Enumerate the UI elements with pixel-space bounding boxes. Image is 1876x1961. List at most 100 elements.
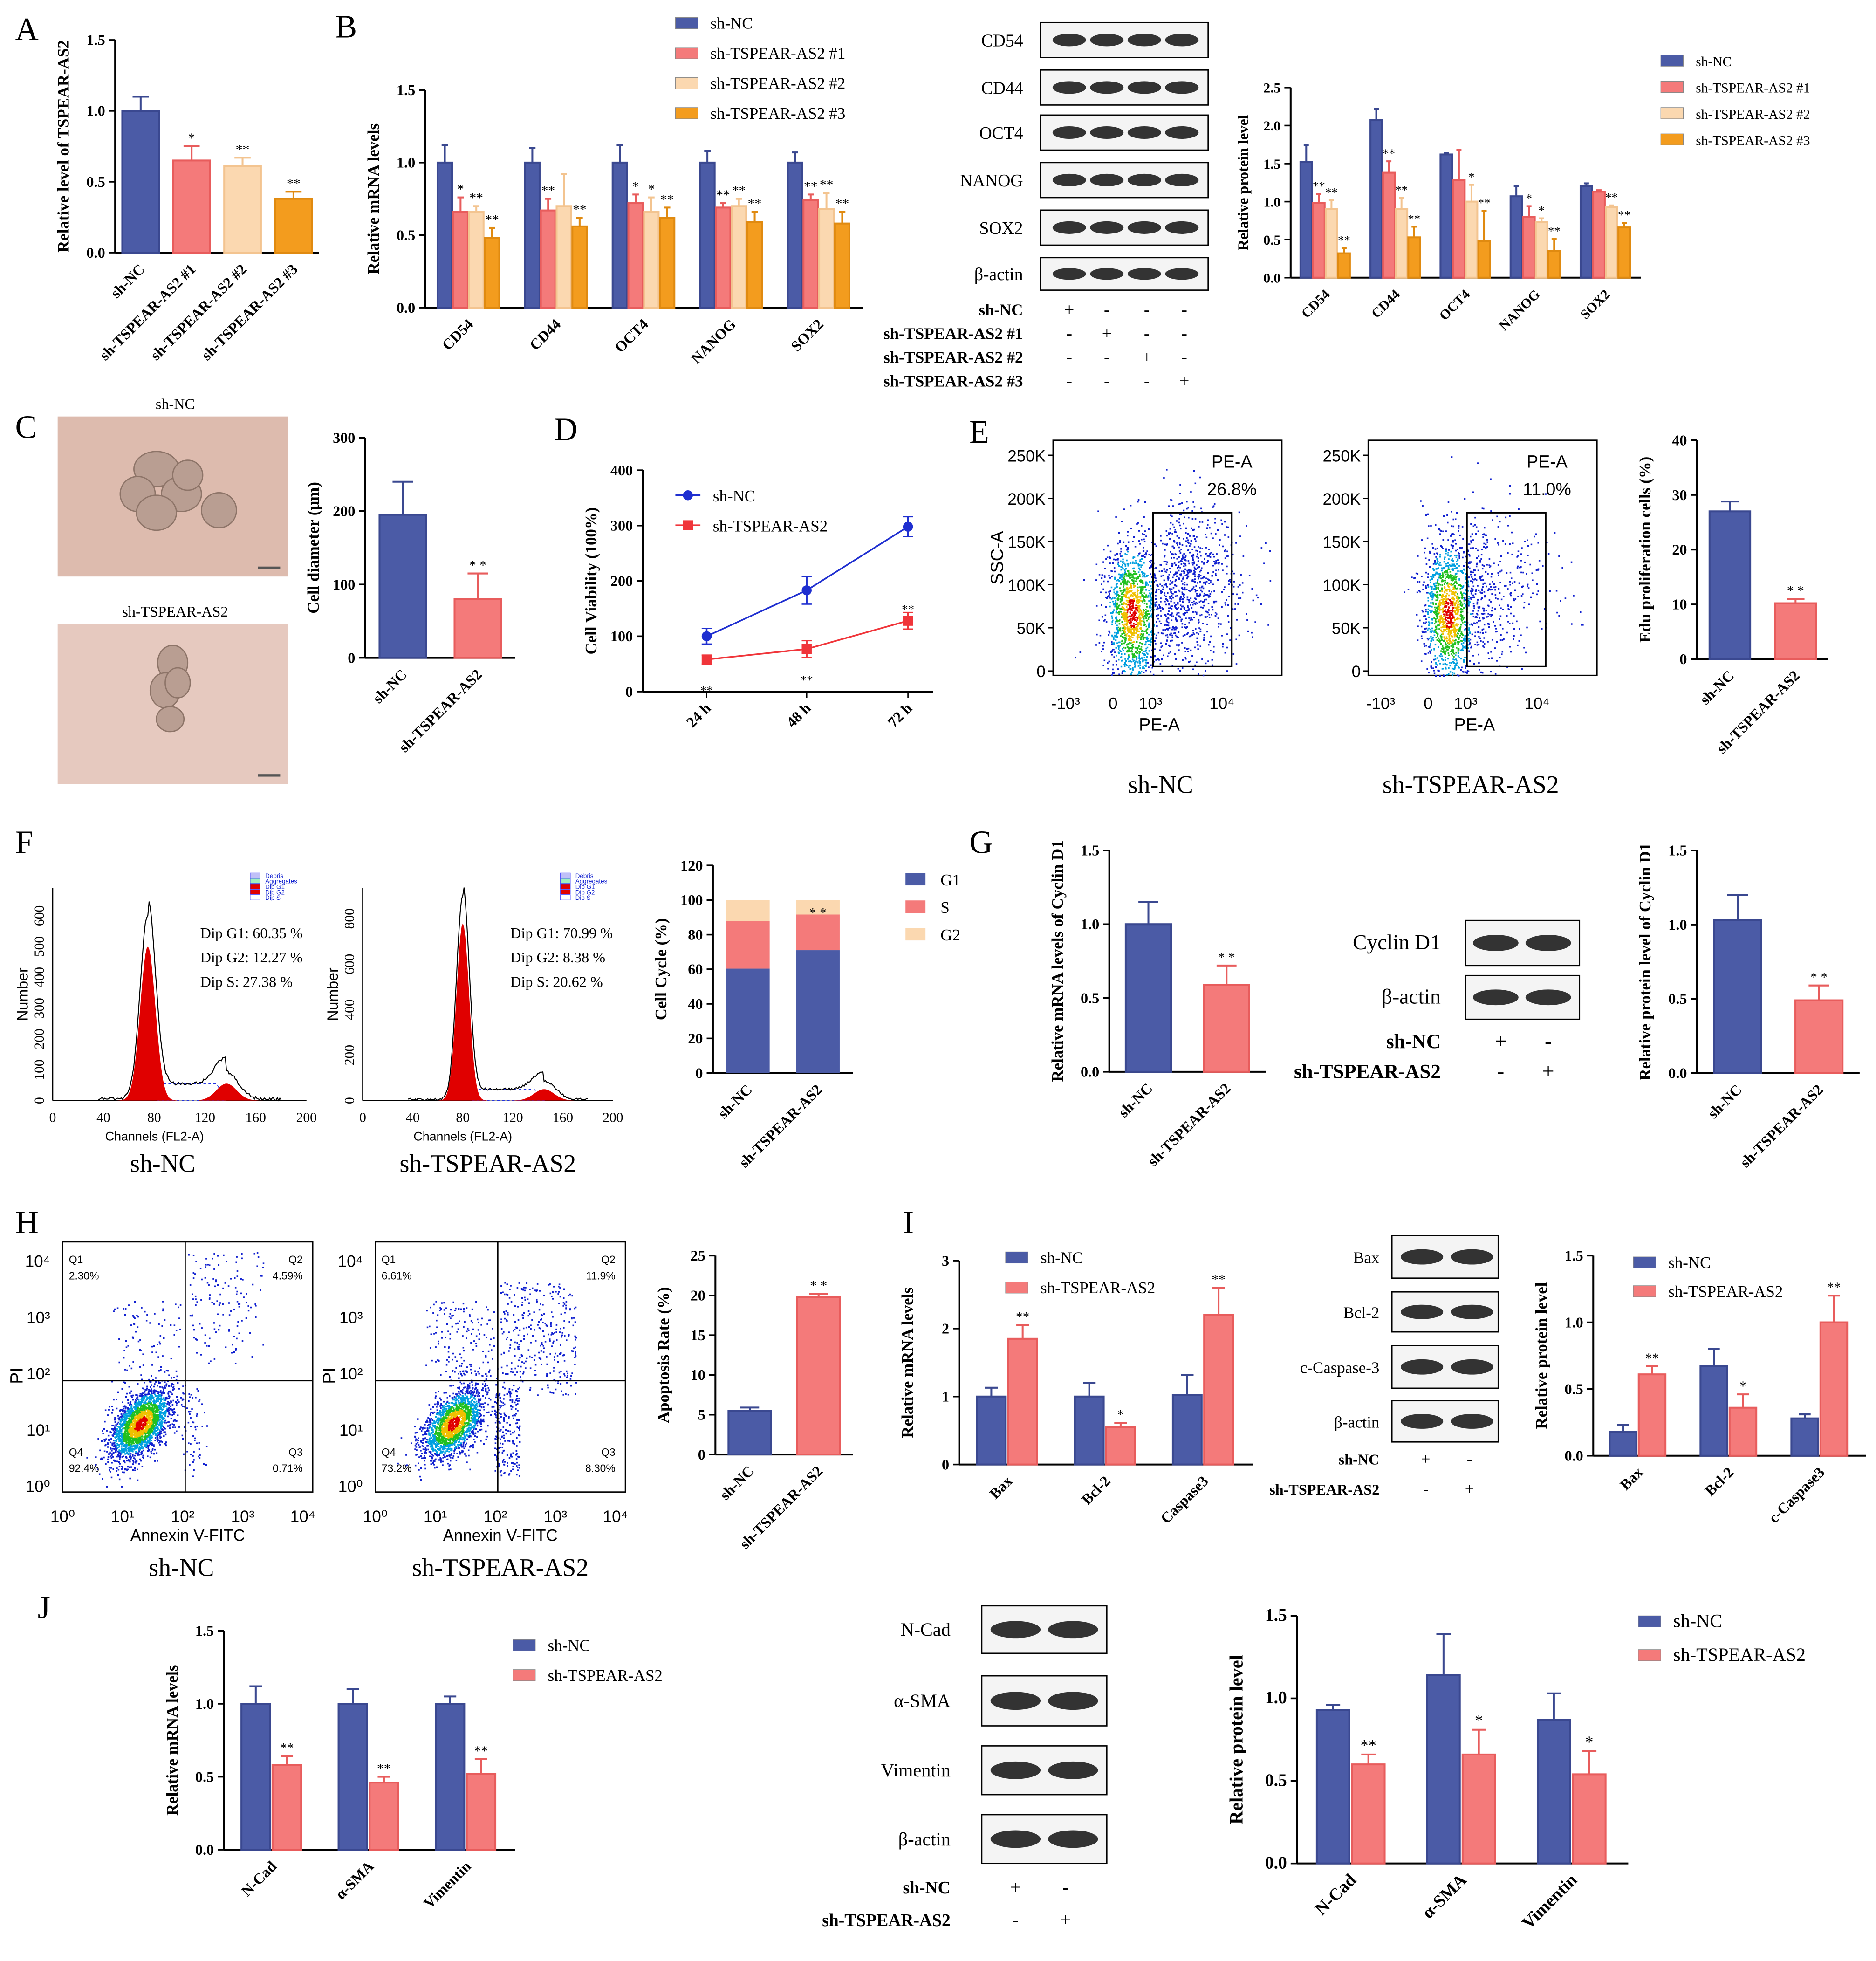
event-dot <box>1116 616 1117 618</box>
event-dot <box>1167 629 1169 631</box>
event-dot <box>1171 562 1173 565</box>
event-dot <box>1465 647 1467 649</box>
event-dot <box>1481 590 1483 592</box>
event-dot <box>1499 561 1501 562</box>
event-dot <box>1470 613 1472 615</box>
event-dot <box>1112 597 1114 599</box>
event-dot <box>1124 590 1126 592</box>
event-dot <box>1460 597 1463 598</box>
gate-label: PE-A <box>1212 452 1253 472</box>
event-dot <box>1126 646 1129 649</box>
event-dot <box>1161 570 1163 572</box>
bar <box>1477 240 1491 279</box>
event-dot <box>1118 611 1120 613</box>
event-dot <box>1179 493 1181 494</box>
event-dot <box>1444 662 1446 665</box>
event-dot <box>157 1400 159 1402</box>
event-dot <box>1182 635 1184 637</box>
x-tick-label: -10³ <box>1366 695 1395 713</box>
event-dot <box>1125 583 1127 585</box>
event-dot <box>1126 665 1128 667</box>
event-dot <box>1126 606 1128 608</box>
event-dot <box>1445 604 1447 607</box>
event-dot <box>1178 518 1180 520</box>
significance-label: ** <box>820 178 834 192</box>
event-dot <box>1454 665 1456 667</box>
event-dot <box>1123 617 1126 619</box>
event-dot <box>1179 616 1182 618</box>
bar <box>121 110 160 254</box>
event-dot <box>1184 657 1186 659</box>
significance-label: ** <box>748 197 762 212</box>
event-dot <box>1438 564 1440 566</box>
event-dot <box>1476 601 1479 603</box>
event-dot <box>1156 615 1158 617</box>
event-dot <box>1171 589 1173 590</box>
y-tick-label: 20 <box>1672 541 1687 558</box>
event-dot <box>1452 654 1453 657</box>
event-dot <box>1131 603 1134 605</box>
event-dot <box>179 1328 181 1330</box>
event-dot <box>1457 617 1459 619</box>
x-axis-label: PE-A <box>1454 714 1495 734</box>
event-dot <box>1120 600 1122 602</box>
event-dot <box>1212 553 1214 555</box>
event-dot <box>1140 624 1142 626</box>
event-dot <box>1454 587 1456 590</box>
y-tick-label: 10 <box>1672 596 1687 613</box>
event-dot <box>1447 574 1449 576</box>
event-dot <box>1451 653 1453 655</box>
event-dot <box>1123 581 1125 583</box>
event-dot <box>1201 521 1204 523</box>
event-dot <box>1145 650 1147 651</box>
event-dot <box>1467 647 1469 649</box>
event-dot <box>1192 588 1194 590</box>
event-dot <box>1190 660 1191 663</box>
event-dot <box>1454 585 1456 587</box>
protein-band <box>1052 268 1086 280</box>
event-dot <box>1125 590 1128 593</box>
event-dot <box>1427 613 1429 615</box>
event-dot <box>1119 587 1121 589</box>
event-dot <box>1145 641 1147 643</box>
event-dot <box>1510 612 1512 615</box>
event-dot <box>1438 605 1440 607</box>
event-dot <box>1435 663 1437 665</box>
event-dot <box>1509 493 1511 495</box>
event-dot <box>1103 659 1106 662</box>
event-dot <box>1192 603 1194 606</box>
event-dot <box>1172 523 1174 526</box>
event-dot <box>1098 642 1101 644</box>
event-dot <box>156 1452 158 1454</box>
event-dot <box>1181 587 1183 589</box>
event-dot <box>1236 593 1238 596</box>
event-dot <box>1512 582 1513 584</box>
event-dot <box>1436 615 1438 617</box>
event-dot <box>1425 631 1427 633</box>
event-dot <box>1156 625 1158 627</box>
event-dot <box>1452 616 1453 617</box>
event-dot <box>1130 603 1133 604</box>
event-dot <box>1496 641 1498 643</box>
event-dot <box>1187 539 1189 541</box>
event-dot <box>1123 586 1124 588</box>
event-dot <box>1441 639 1443 641</box>
event-dot <box>1458 606 1460 608</box>
bar <box>1461 1753 1496 1865</box>
event-dot <box>1430 591 1432 594</box>
event-dot <box>1142 533 1144 535</box>
event-dot <box>1137 583 1138 585</box>
event-dot <box>1453 610 1455 612</box>
event-dot <box>1169 588 1171 590</box>
event-dot <box>157 1414 159 1416</box>
event-dot <box>1139 651 1141 653</box>
bar <box>274 198 313 254</box>
event-dot <box>1263 562 1265 564</box>
event-dot <box>1464 498 1466 500</box>
event-dot <box>1440 626 1442 629</box>
event-dot <box>1194 482 1197 485</box>
event-dot <box>241 1320 243 1322</box>
event-dot <box>1122 558 1124 561</box>
event-dot <box>1447 617 1449 619</box>
event-dot <box>1145 663 1147 665</box>
